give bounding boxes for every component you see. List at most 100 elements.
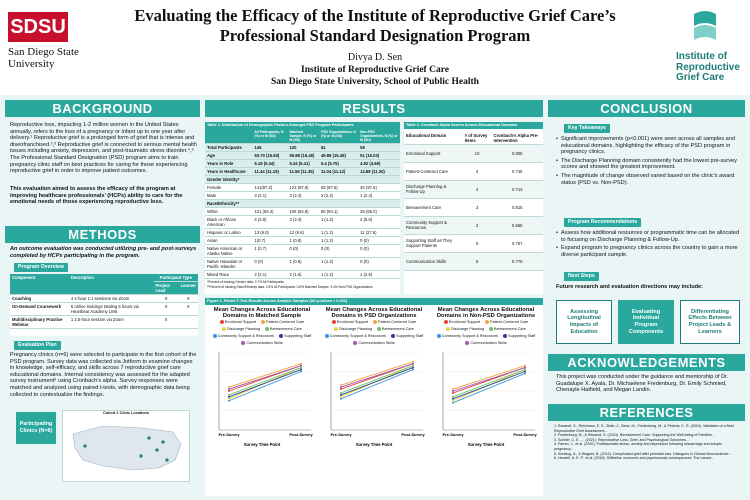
legend-swatch	[503, 333, 508, 338]
legend-label: Community Support & Resources	[329, 333, 387, 338]
cell: 1 (2.5)	[358, 270, 400, 279]
background-body: Reproductive loss, impacting 1-2 million…	[10, 122, 197, 175]
table-row: Coaching 4 1-hour 1:1 sessions via Zoom …	[10, 294, 198, 303]
legend-item: Supporting Staff	[279, 333, 312, 339]
legend-label: Patient-Centered Care	[378, 319, 417, 324]
table-row: Hispanic or Latino 13 (9.0) 12 (9.6) 1 (1.2…	[205, 228, 400, 237]
data-point	[412, 360, 414, 363]
table-row: Native Hawaiian or Pacific Islander 0 (0)…	[205, 257, 400, 271]
cell: 50.70 (15.60)	[252, 151, 288, 160]
data-point	[228, 399, 230, 402]
cell: 0 (0)	[252, 257, 288, 271]
legend-item: Community Support & Resources	[324, 333, 387, 339]
reference-item: 2. Fredenburg, M., & Ravandi, S. (2024).…	[554, 433, 715, 438]
legend-swatch	[261, 319, 266, 324]
cell	[178, 315, 198, 329]
cell	[287, 175, 319, 184]
author-name: Divya D. Sen	[347, 52, 403, 63]
row-label: Black or African American	[205, 215, 253, 229]
data-point	[524, 366, 526, 369]
references-heading: REFERENCES	[548, 404, 745, 421]
acknowledgements-body: This project was conducted under the gui…	[556, 374, 729, 394]
cell: 0.806	[491, 144, 543, 163]
cell	[318, 199, 359, 208]
legend-swatch	[377, 326, 382, 331]
series-line	[228, 371, 302, 402]
legend-item: Community Support & Resources	[212, 333, 274, 339]
takeaways-list: Significant improvements (p<0.001) were …	[556, 136, 741, 188]
row-label: Asian	[205, 236, 253, 245]
legend-label: Emotional Support	[224, 319, 257, 324]
table-row: Community Support & Resources 2 0.665	[404, 216, 543, 235]
col-learner: Learner	[178, 281, 198, 295]
cell: 13 (9.0)	[252, 228, 288, 237]
cell	[252, 175, 288, 184]
legend-item: Bereavement Care	[265, 326, 302, 332]
table-row: Total Participants 145 120 61 59	[205, 143, 400, 152]
cell: 1 (1.2)	[318, 228, 359, 237]
data-point	[340, 393, 342, 396]
legend-swatch	[334, 326, 339, 331]
cell: X	[153, 302, 179, 316]
table-row: White 121 (83.4) 106 (84.8) 80 (94.1) 26 (65…	[205, 207, 400, 216]
legend-item: Bereavement Care	[489, 326, 526, 332]
data-point	[340, 384, 342, 387]
legend-item: Patient-Centered Care	[261, 319, 304, 325]
data-point	[412, 366, 414, 369]
cell: 6 online trainings totaling 5 hours via …	[68, 302, 154, 316]
series-line	[340, 367, 414, 396]
row-label: Hispanic or Latino	[205, 228, 253, 237]
legend-label: Supporting Staff	[284, 333, 312, 338]
cell: 1(0.7)	[252, 236, 288, 245]
series-line	[452, 365, 526, 390]
legend-item: Discharge Planning	[334, 326, 372, 332]
legend-label: Patient-Centered Care	[490, 319, 529, 324]
series-line	[340, 365, 414, 394]
legend-item: Emotional Support	[443, 319, 480, 325]
data-point	[228, 397, 230, 400]
cell: 0.665	[491, 216, 543, 235]
x-tick-label: Pre-Survey	[330, 432, 352, 437]
data-point	[524, 372, 526, 375]
next-step-box: Differentiating Effects Between Project …	[680, 300, 740, 344]
table-row: Years in Role 5.18 (5.34) 5.24 (5.41) 5.4 (…	[205, 159, 400, 168]
table-row: Patient-Centered Care 4 0.746	[404, 162, 543, 181]
cell: 40 (97.6)	[358, 183, 400, 192]
table-row: Asian 1(0.7) 1 (0.8) 1 (1.2) 0 (0)	[205, 236, 400, 245]
clinic-marker-icon	[147, 436, 151, 440]
row-label: Total Participants	[205, 143, 253, 152]
line-chart: Mean Changes Across Educational Domains …	[319, 307, 429, 455]
legend-swatch	[219, 319, 224, 324]
legend-item: Communication Skills	[465, 340, 507, 346]
cell: 1 (2.4)	[358, 191, 400, 200]
cell: 141(97.2)	[252, 183, 288, 192]
table-row: On-Demand Coursework 6 online trainings …	[10, 302, 198, 316]
data-point	[412, 368, 414, 371]
data-point	[340, 388, 342, 391]
table2-col-header: Cronbach’s Alpha Pre-Intervention	[491, 131, 543, 145]
table2-panel: Table 2. Cronbach Alpha Scores Across Ed…	[404, 122, 543, 294]
recommendation-item: Assess how additional resources or progr…	[556, 230, 741, 243]
legend-item: Supporting Staff	[391, 333, 423, 339]
table-row: Emotional Support 10 0.806	[404, 144, 543, 163]
cell: 4 (2.8)	[252, 215, 288, 229]
data-point	[340, 395, 342, 398]
legend-swatch	[353, 340, 358, 345]
table2-col-header: Educational Domain	[404, 131, 463, 145]
table1-title: Table 1. Distribution of Demographic Fac…	[205, 122, 400, 129]
legend-swatch	[489, 326, 494, 331]
cell: 5	[462, 252, 492, 271]
row-label: Mixed Race	[205, 270, 253, 279]
clinic-marker-icon	[165, 458, 169, 462]
row-label: Male	[205, 191, 253, 200]
data-point	[228, 386, 230, 389]
table1-note-2: **Percent of missing Race/Ethnicity data…	[207, 284, 373, 289]
legend-item: Emotional Support	[219, 319, 257, 325]
legend-swatch	[212, 333, 217, 338]
cell: 1 (1.2)	[318, 215, 359, 229]
legend-swatch	[331, 319, 336, 324]
table-row: Discharge Planning & Follow-Up 4 0.713	[404, 180, 543, 199]
data-point	[300, 366, 302, 369]
data-point	[524, 368, 526, 371]
takeaway-item: The magnitude of change observed varied …	[556, 173, 741, 186]
